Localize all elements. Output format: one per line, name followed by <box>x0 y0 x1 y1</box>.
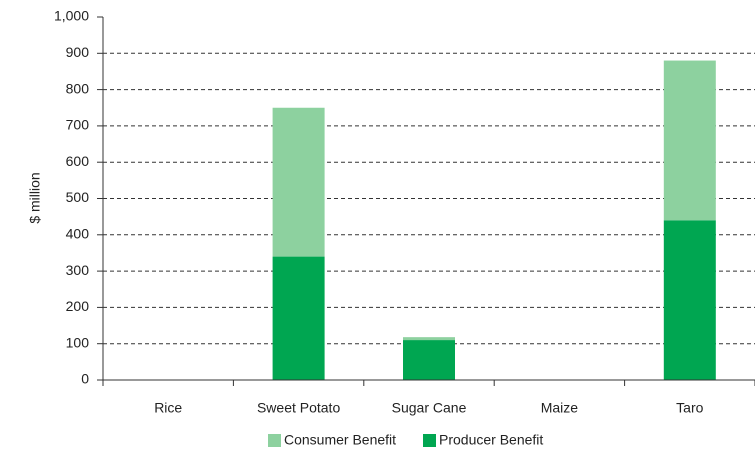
bar-segment <box>663 60 716 221</box>
y-tick-label: 600 <box>66 153 90 169</box>
x-tick-label: Rice <box>154 400 182 416</box>
x-tick-label: Sweet Potato <box>257 400 340 416</box>
x-tick-label: Sugar Cane <box>392 400 467 416</box>
legend-label: Producer Benefit <box>439 432 543 448</box>
legend-swatch <box>423 434 436 447</box>
x-tick-label: Taro <box>676 400 703 416</box>
y-tick-label: 300 <box>66 262 90 278</box>
bar-segment <box>272 107 325 257</box>
bar-segment <box>403 337 455 341</box>
y-tick-label: 700 <box>66 117 90 133</box>
legend-label: Consumer Benefit <box>284 432 396 448</box>
bar-segment <box>272 256 325 380</box>
y-tick-label: 800 <box>66 80 90 96</box>
x-tick-label: Maize <box>541 400 579 416</box>
y-tick-label: 1,000 <box>54 8 89 24</box>
y-tick-label: 400 <box>66 226 90 242</box>
y-tick-label: 500 <box>66 189 90 205</box>
y-tick-label: 0 <box>81 371 89 387</box>
y-tick-label: 200 <box>66 298 90 314</box>
y-tick-label: 100 <box>66 334 90 350</box>
bar-segment <box>403 340 455 380</box>
y-axis-label: $ million <box>27 172 43 223</box>
bar-segment <box>663 220 716 380</box>
y-tick-label: 900 <box>66 44 90 60</box>
legend-swatch <box>268 434 281 447</box>
